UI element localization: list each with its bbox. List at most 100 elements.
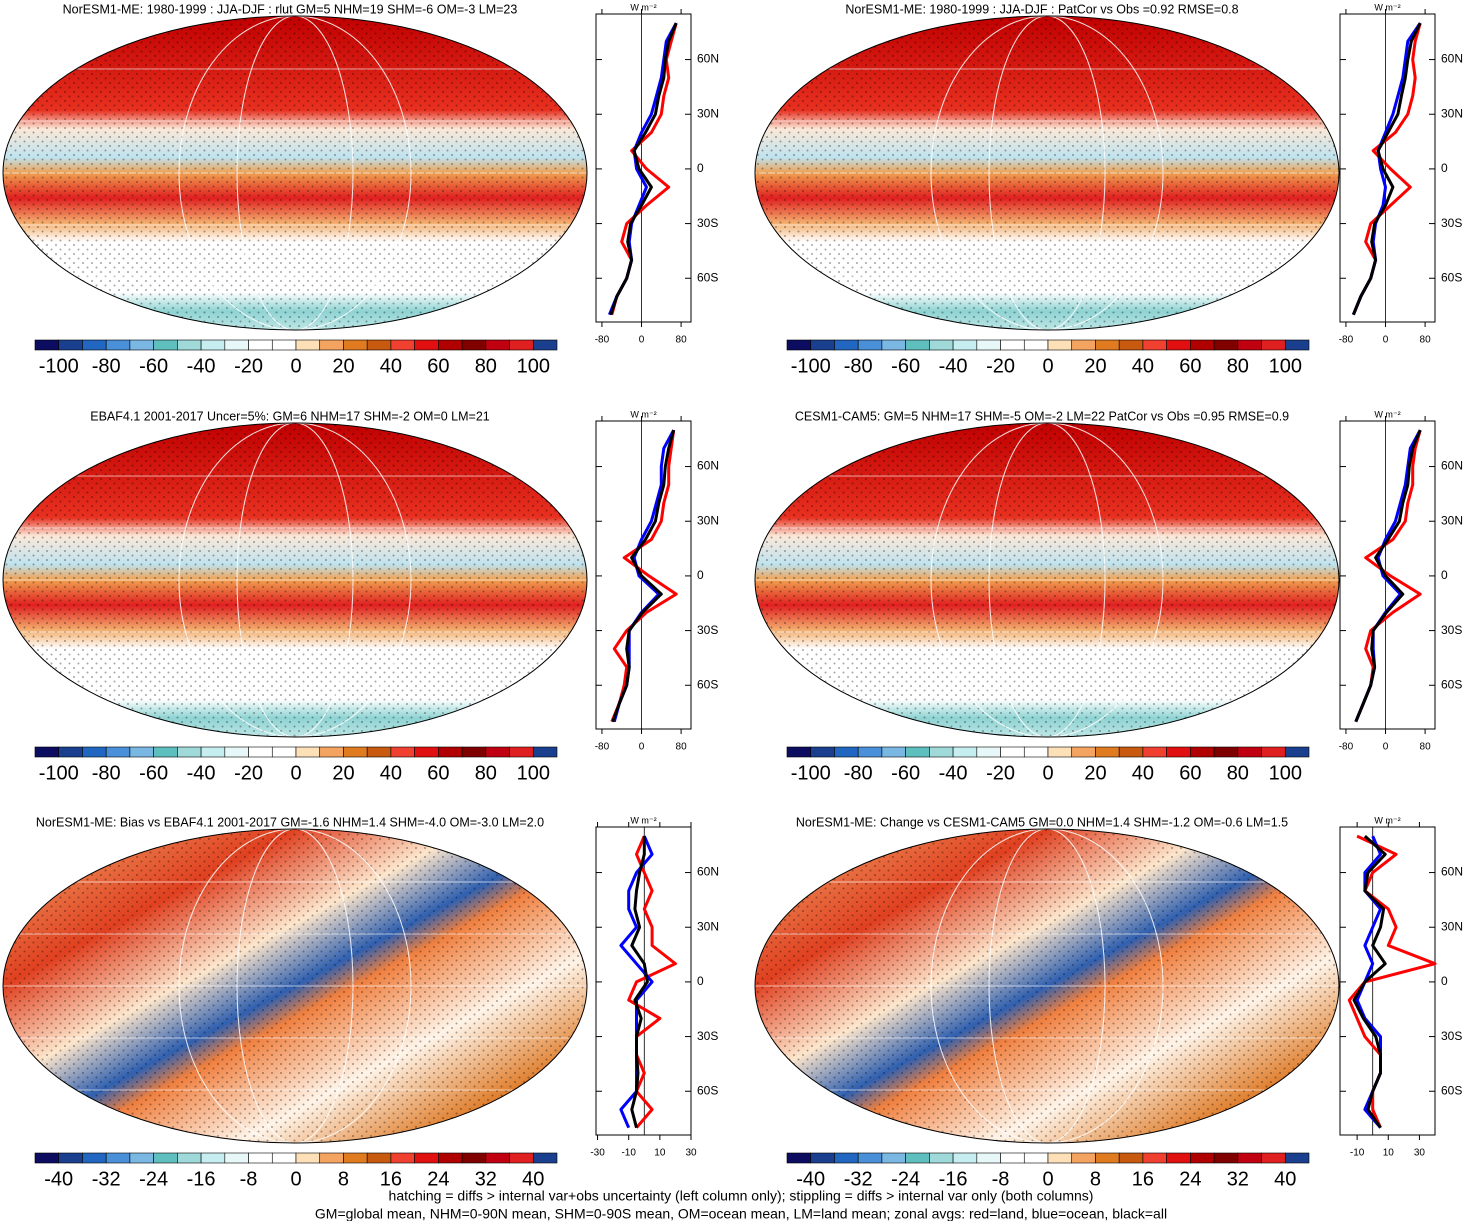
colorbar-label: 60 [427, 355, 449, 377]
colorbar-box [319, 339, 344, 351]
y-tick-label: 60N [1441, 52, 1463, 66]
y-tick-label: 30S [697, 623, 718, 637]
colorbar-box [1000, 1152, 1025, 1164]
panel-title: NorESM1-ME: 1980-1999 : JJA-DJF : rlut G… [63, 2, 518, 16]
colorbar-label: 40 [1274, 1168, 1296, 1190]
colorbar-label: -20 [986, 762, 1015, 784]
colorbar-box [343, 746, 368, 758]
colorbar-box [1095, 339, 1120, 351]
colorbar-label: 100 [517, 762, 550, 784]
colorbar-box [1023, 339, 1049, 351]
colorbar-box [905, 1152, 930, 1164]
panel-title: CESM1-CAM5: GM=5 NHM=17 SHM=-5 OM=-2 LM=… [795, 409, 1289, 423]
colorbar-box [200, 1152, 226, 1164]
x-tick-label: 80 [1420, 742, 1432, 753]
colorbar-box [1095, 746, 1120, 758]
colorbar-label: 80 [475, 762, 497, 784]
colorbar-label: 40 [380, 355, 402, 377]
zonal-line [610, 22, 678, 316]
x-tick-label: 30 [1414, 1148, 1426, 1159]
y-tick-label: 60S [1441, 1083, 1462, 1097]
profile-frame [1339, 420, 1436, 730]
x-tick-label: 10 [1383, 1148, 1395, 1159]
y-tick-label: 0 [697, 161, 704, 175]
colorbar-box [1166, 1152, 1191, 1164]
colorbar-label: 16 [380, 1168, 402, 1190]
colorbar-label: -32 [92, 1168, 121, 1190]
x-tick-label: -80 [1339, 335, 1354, 346]
colorbar-box [58, 1152, 83, 1164]
y-tick-label: 0 [697, 568, 704, 582]
colorbar-label: -40 [939, 762, 968, 784]
colorbar-box [295, 1152, 321, 1164]
colorbar-label: 32 [475, 1168, 497, 1190]
y-tick-label: 0 [1441, 974, 1448, 988]
x-tick-label: -80 [595, 742, 610, 753]
colorbar-label: -80 [844, 355, 873, 377]
colorbar-label: -16 [187, 1168, 216, 1190]
x-tick-label: -10 [1350, 1148, 1365, 1159]
colorbar-label: 60 [1179, 762, 1201, 784]
colorbar-label: 40 [380, 762, 402, 784]
colorbar-box [224, 339, 249, 351]
colorbar-label: -80 [92, 355, 121, 377]
panel-title: EBAF4.1 2001-2017 Uncer=5%: GM=6 NHM=17 … [90, 409, 490, 423]
colorbar-box [1047, 746, 1073, 758]
colorbar-box [1190, 1152, 1215, 1164]
colorbar-box [952, 746, 978, 758]
colorbar-box [1166, 339, 1191, 351]
colorbar-box [1023, 1152, 1049, 1164]
colorbar-label: 100 [1269, 355, 1302, 377]
colorbar-box [485, 1152, 510, 1164]
colorbar-box [438, 1152, 463, 1164]
y-tick-label: 60N [1441, 459, 1463, 473]
colorbar-box [976, 1152, 1001, 1164]
colorbar-box [1095, 1152, 1120, 1164]
y-tick-label: 60N [697, 865, 719, 879]
colorbar-box [82, 746, 107, 758]
profile-frame [595, 13, 692, 323]
colorbar-label: 0 [1042, 1168, 1053, 1190]
colorbar-label: -20 [234, 355, 263, 377]
x-tick-label: 80 [676, 742, 688, 753]
colorbar-box [1213, 1152, 1239, 1164]
colorbar-label: 32 [1227, 1168, 1249, 1190]
map-border [754, 828, 1340, 1144]
colorbar-box [343, 339, 368, 351]
colorbar-label: -100 [791, 355, 831, 377]
colorbar-label: 24 [427, 1168, 449, 1190]
colorbar-box [1000, 339, 1025, 351]
x-tick-label: -30 [590, 1148, 605, 1159]
colorbar-label: -24 [891, 1168, 920, 1190]
colorbar-label: -60 [891, 355, 920, 377]
colorbar-label: 100 [517, 355, 550, 377]
y-tick-label: 0 [1441, 161, 1448, 175]
profile-frame [595, 420, 692, 730]
y-tick-label: 0 [1441, 568, 1448, 582]
colorbar-label: 0 [290, 1168, 301, 1190]
colorbar-box [1190, 339, 1215, 351]
zonal-line [627, 835, 677, 1129]
colorbar-label: 20 [332, 355, 354, 377]
y-tick-label: 60N [697, 459, 719, 473]
colorbar-box [153, 746, 178, 758]
x-axis-label: W m⁻² [1374, 2, 1400, 12]
colorbar-box [319, 746, 344, 758]
zonal-line [1352, 22, 1422, 316]
colorbar-box [532, 339, 558, 351]
colorbar-box [105, 746, 131, 758]
panel-title: NorESM1-ME: 1980-1999 : JJA-DJF : PatCor… [845, 2, 1238, 16]
colorbar-label: -60 [139, 355, 168, 377]
colorbar-box [976, 339, 1001, 351]
colorbar-box [1284, 746, 1310, 758]
colorbar-label: -80 [844, 762, 873, 784]
colorbar-box [881, 1152, 906, 1164]
zonal-line [630, 836, 649, 1129]
x-tick-label: 0 [1383, 335, 1389, 346]
colorbar-box [509, 339, 534, 351]
colorbar-box [532, 1152, 558, 1164]
x-tick-label: 80 [1420, 335, 1432, 346]
zonal-line [1352, 834, 1387, 1129]
colorbar-box [1261, 1152, 1286, 1164]
colorbar-box [200, 746, 226, 758]
